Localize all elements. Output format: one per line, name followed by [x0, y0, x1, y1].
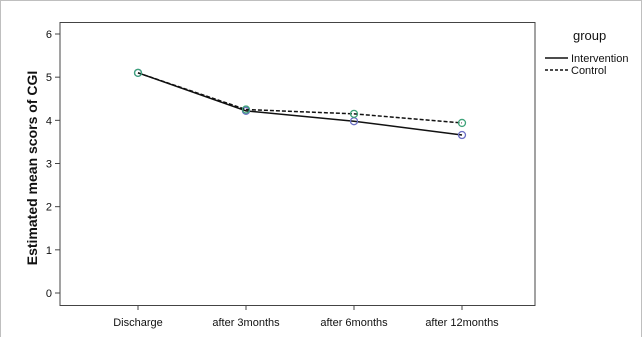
- y-tick-label: 2: [46, 202, 52, 214]
- y-tick-label: 5: [46, 72, 52, 84]
- series-line: [137, 72, 463, 124]
- y-axis-label: Estimated mean scors of CGI: [24, 71, 40, 266]
- legend-label: Intervention: [571, 53, 628, 65]
- legend-title: group: [573, 28, 606, 43]
- x-tick-label: after 3months: [212, 317, 280, 329]
- plot-area: [59, 22, 536, 306]
- x-tick-label: after 6months: [320, 317, 388, 329]
- series-control: [133, 68, 467, 128]
- data-point: [457, 118, 467, 128]
- y-tick-label: 3: [46, 159, 52, 171]
- data-point: [349, 109, 359, 119]
- legend-item: Control: [545, 65, 606, 77]
- data-point: [241, 105, 251, 114]
- y-tick-label: 4: [46, 115, 52, 127]
- x-tick-label: after 12months: [425, 317, 499, 329]
- data-point: [133, 68, 143, 77]
- x-tick-label: Discharge: [113, 317, 163, 329]
- x-axis-ticks: Discharge after 3months after 6months after…: [113, 305, 499, 329]
- y-tick-label: 6: [46, 29, 52, 41]
- y-tick-label: 0: [46, 288, 52, 300]
- legend-label: Control: [571, 65, 606, 77]
- series-layer: [133, 68, 467, 140]
- series-line: [137, 72, 463, 136]
- legend-item: Intervention: [545, 53, 628, 65]
- series-intervention: [133, 68, 467, 140]
- data-point: [457, 130, 467, 140]
- y-tick-label: 1: [46, 245, 52, 257]
- y-axis-ticks: 0 1 2 3 4 5 6: [46, 29, 60, 300]
